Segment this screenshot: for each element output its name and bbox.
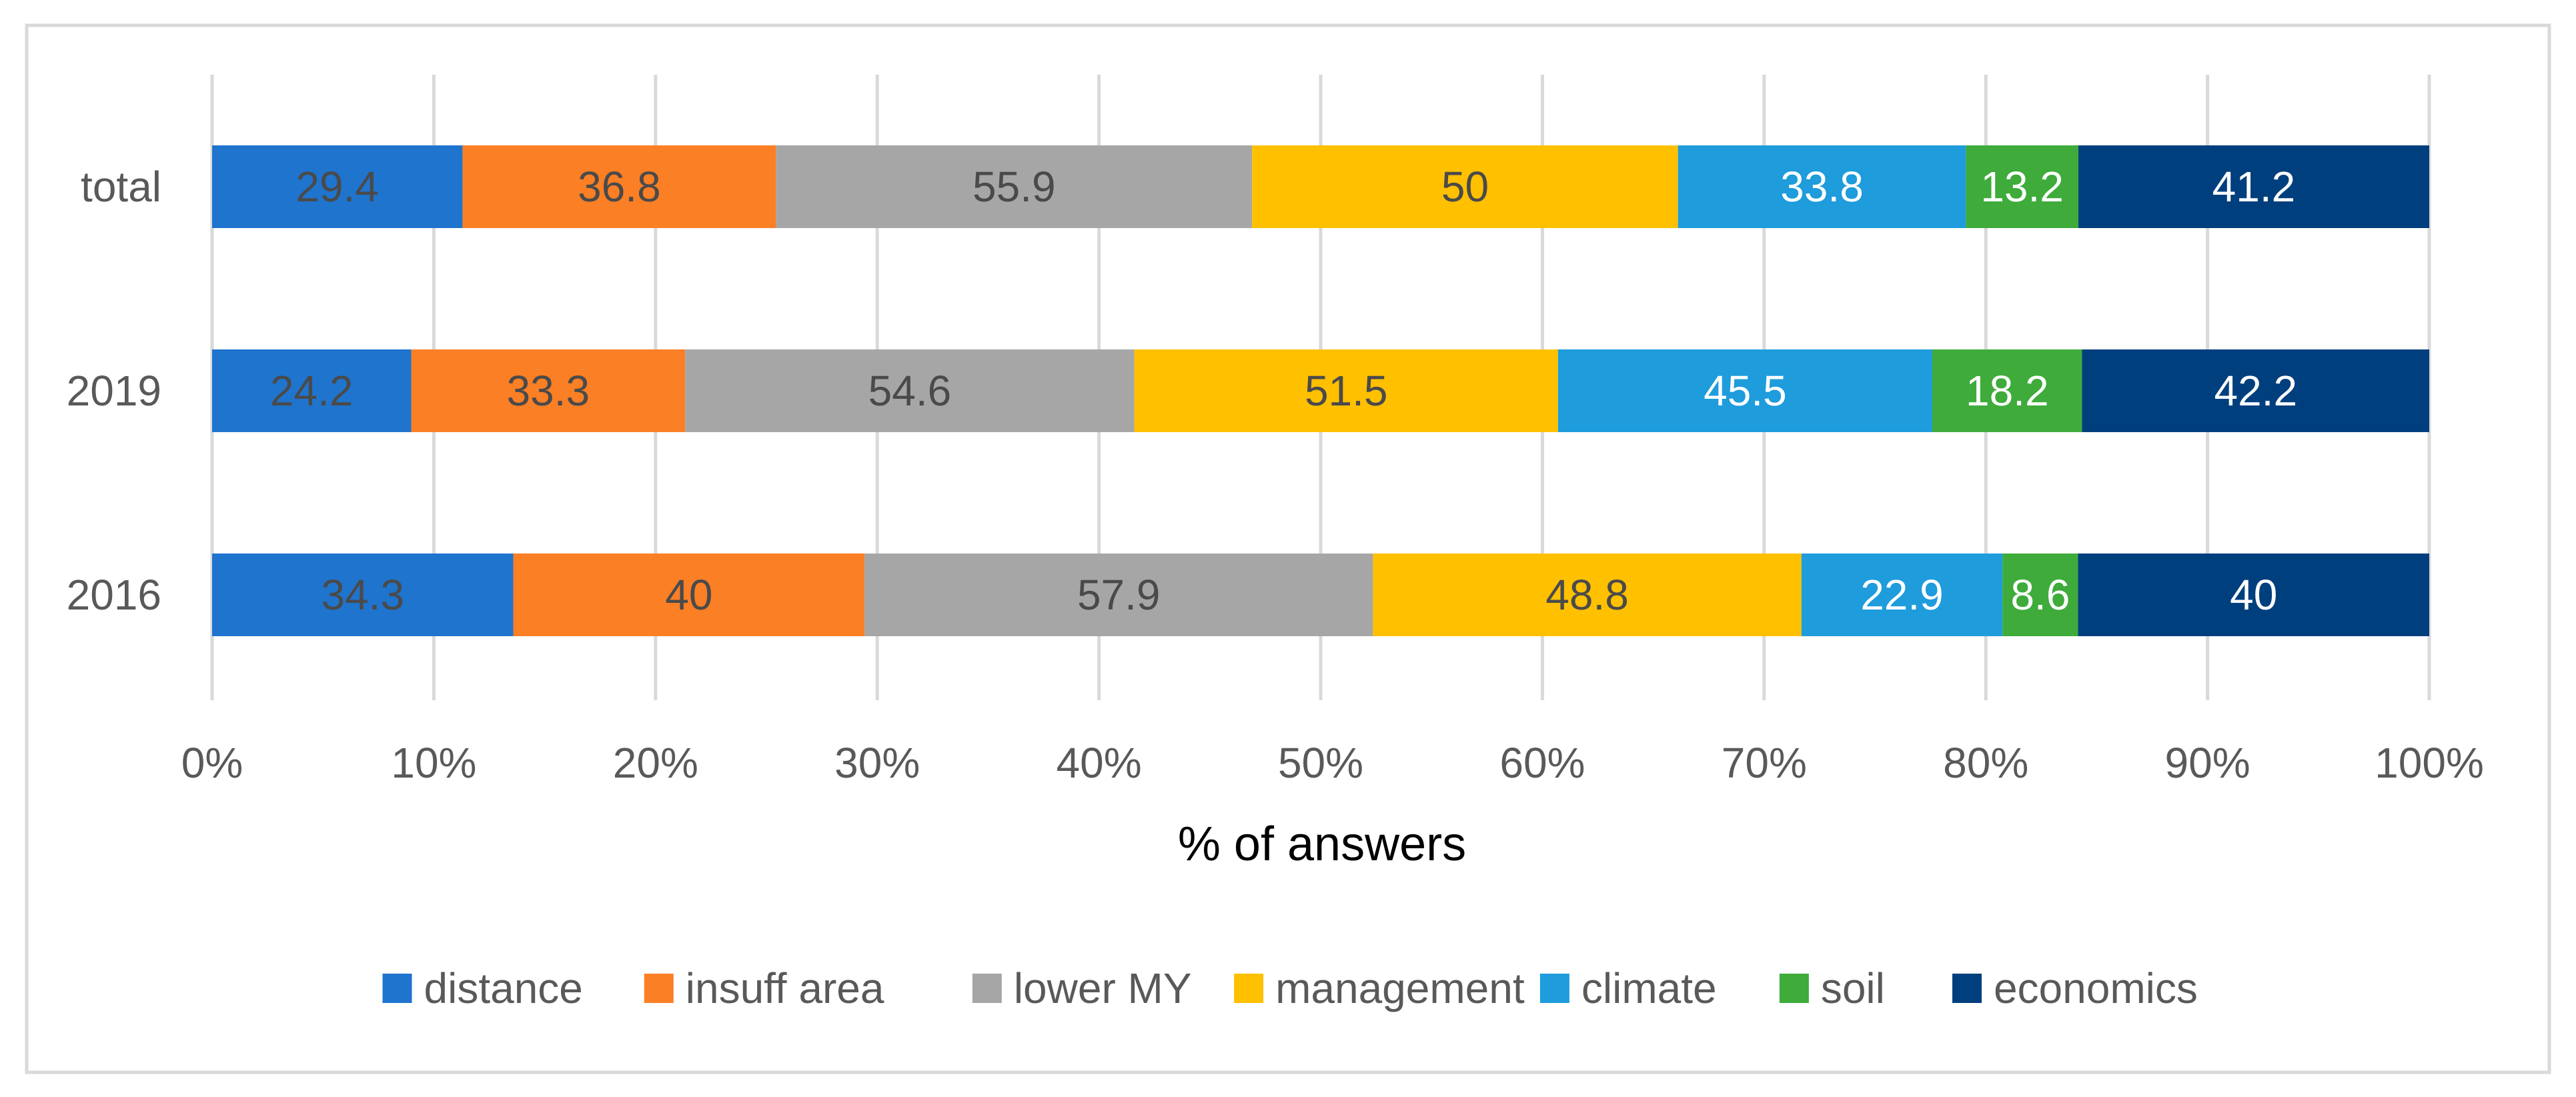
legend-item-insuff-area: insuff area <box>644 964 884 1012</box>
data-label-lower-my-2019: 54.6 <box>868 367 952 415</box>
data-label-climate-total: 33.8 <box>1780 163 1864 211</box>
bar-segment-lower-my-2019 <box>685 349 1135 432</box>
x-tick-label: 0% <box>181 739 243 787</box>
legend-swatch-soil <box>1779 974 1809 1003</box>
legend-swatch-insuff-area <box>644 974 674 1003</box>
data-label-lower-my-2016: 57.9 <box>1077 571 1161 619</box>
legend-swatch-distance <box>382 974 412 1003</box>
data-label-insuff-area-2019: 33.3 <box>507 367 590 415</box>
bar-segment-economics-2019 <box>2082 349 2429 432</box>
data-label-lower-my-total: 55.9 <box>973 163 1056 211</box>
legend-label-economics: economics <box>1994 964 2198 1012</box>
bar-segment-lower-my-total <box>776 145 1253 228</box>
legend-swatch-economics <box>1952 974 1982 1003</box>
data-label-distance-total: 29.4 <box>295 163 379 211</box>
bar-segment-climate-total <box>1678 145 1966 228</box>
data-label-management-total: 50 <box>1441 163 1489 211</box>
bar-segment-management-total <box>1252 145 1678 228</box>
legend-item-soil: soil <box>1779 964 1885 1012</box>
bar-segment-distance-2016 <box>212 554 514 636</box>
x-axis-title: % of answers <box>1178 818 1466 871</box>
bar-segment-soil-total <box>1966 145 2078 228</box>
x-tick-label: 30% <box>834 739 920 787</box>
category-label-2016: 2016 <box>67 571 161 619</box>
data-label-economics-2016: 40 <box>2230 571 2277 619</box>
legend-label-soil: soil <box>1821 964 1885 1012</box>
bar-segment-lower-my-2016 <box>864 554 1373 636</box>
bar-segment-climate-2019 <box>1557 349 1933 432</box>
legend-item-management: management <box>1234 964 1525 1012</box>
x-tick-label: 80% <box>1943 739 2028 787</box>
legend-item-distance: distance <box>382 964 583 1012</box>
x-tick-labels: 0% 10% 20% 30% 40% 50% 60% 70% 80% 90% 100% <box>181 739 2484 787</box>
category-label-total: total <box>81 163 161 211</box>
legend-item-economics: economics <box>1952 964 2198 1012</box>
bar-segment-insuff-area-2016 <box>513 554 865 636</box>
bar-segment-distance-2019 <box>212 349 412 432</box>
data-label-economics-2019: 42.2 <box>2214 367 2297 415</box>
category-label-2019: 2019 <box>67 367 161 415</box>
data-label-climate-2019: 45.5 <box>1704 367 1787 415</box>
x-tick-label: 10% <box>391 739 476 787</box>
legend-label-insuff-area: insuff area <box>686 964 884 1012</box>
data-label-soil-2019: 18.2 <box>1966 367 2049 415</box>
data-label-economics-total: 41.2 <box>2212 163 2296 211</box>
x-tick-label: 100% <box>2375 739 2484 787</box>
legend-item-lower-my: lower MY <box>972 964 1192 1012</box>
legend-label-climate: climate <box>1581 964 1717 1012</box>
bar-segment-management-2019 <box>1134 349 1558 432</box>
x-tick-label: 20% <box>613 739 698 787</box>
x-tick-label: 70% <box>1722 739 1807 787</box>
bars <box>212 145 2429 636</box>
bar-segment-insuff-area-2019 <box>411 349 686 432</box>
legend-label-management: management <box>1275 964 1525 1012</box>
bar-segment-soil-2019 <box>1932 349 2082 432</box>
bar-segment-insuff-area-total <box>462 145 776 228</box>
bar-segment-management-2016 <box>1373 554 1802 636</box>
legend-swatch-climate <box>1539 974 1569 1003</box>
x-tick-label: 40% <box>1057 739 1142 787</box>
x-tick-label: 60% <box>1499 739 1585 787</box>
data-label-insuff-area-total: 36.8 <box>578 163 661 211</box>
bar-segment-distance-total <box>212 145 463 228</box>
data-label-soil-total: 13.2 <box>1980 163 2064 211</box>
data-label-management-2019: 51.5 <box>1305 367 1388 415</box>
legend-label-lower-my: lower MY <box>1014 964 1192 1012</box>
legend: distance insuff area lower MY management cli… <box>382 964 2198 1012</box>
legend-item-climate: climate <box>1539 964 1717 1012</box>
data-label-insuff-area-2016: 40 <box>665 571 712 619</box>
legend-swatch-lower-my <box>972 974 1002 1003</box>
bar-labels: 29.4 36.8 55.9 50 33.8 13.2 41.2 24.2 33.3 54.6 51… <box>270 163 2297 619</box>
bar-segment-soil-2016 <box>2002 554 2078 636</box>
bar-segment-economics-2016 <box>2078 554 2429 636</box>
x-tick-label: 90% <box>2165 739 2250 787</box>
bar-segment-economics-total <box>2078 145 2429 228</box>
category-labels: total 2019 2016 <box>67 163 161 619</box>
bar-segment-climate-2016 <box>1801 554 2003 636</box>
legend-swatch-management <box>1234 974 1264 1003</box>
data-label-distance-2016: 34.3 <box>321 571 404 619</box>
x-tick-label: 50% <box>1278 739 1363 787</box>
data-label-management-2016: 48.8 <box>1545 571 1629 619</box>
data-label-climate-2016: 22.9 <box>1860 571 1944 619</box>
legend-label-distance: distance <box>424 964 583 1012</box>
data-label-soil-2016: 8.6 <box>2010 571 2070 619</box>
data-label-distance-2019: 24.2 <box>270 367 354 415</box>
